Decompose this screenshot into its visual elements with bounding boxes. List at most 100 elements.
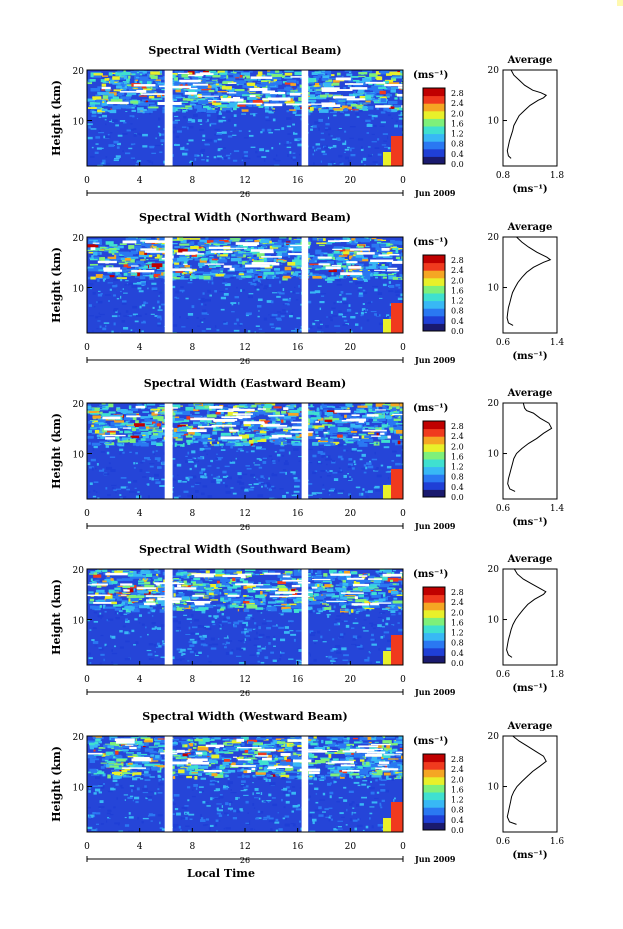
heatmap-cell xyxy=(197,98,207,102)
x-tick-label: 20 xyxy=(345,176,357,186)
heatmap-cell xyxy=(252,434,262,437)
heatmap-cell xyxy=(173,593,176,597)
heatmap-cell xyxy=(189,161,192,164)
heatmap-cell xyxy=(93,481,99,483)
heatmap-cell xyxy=(145,70,153,73)
heatmap-cell xyxy=(123,75,127,80)
heatmap-cell xyxy=(353,270,362,274)
heatmap-cell xyxy=(275,328,282,331)
heatmap-cell xyxy=(194,412,200,414)
heatmap-cell xyxy=(402,607,403,611)
heatmap-cell xyxy=(395,462,401,466)
heatmap-cell xyxy=(150,104,157,107)
heatmap-cell xyxy=(291,247,302,252)
heatmap-cell xyxy=(183,490,189,493)
heatmap-cell xyxy=(222,470,227,474)
heatmap-cell xyxy=(344,113,350,117)
colorbar-unit: (ms⁻¹) xyxy=(413,70,448,81)
heatmap-cell xyxy=(308,435,318,440)
heatmap-cell xyxy=(192,270,197,274)
colorbar-tick-label: 0.0 xyxy=(451,327,464,336)
heatmap-cell xyxy=(280,312,287,315)
heatmap-cell xyxy=(143,439,152,441)
heatmap-cell xyxy=(253,462,255,464)
heatmap-cell xyxy=(188,476,193,479)
heatmap-cell xyxy=(362,77,368,82)
heatmap-cell xyxy=(112,76,120,80)
missing-data xyxy=(168,268,192,271)
heatmap-cell xyxy=(91,432,96,435)
colorbar-swatch xyxy=(423,443,445,452)
heatmap-cell xyxy=(329,470,333,472)
average-profile-line xyxy=(507,402,553,492)
heatmap-cell xyxy=(90,73,94,78)
heatmap-cell xyxy=(121,422,129,425)
heatmap-cell xyxy=(269,428,273,431)
heatmap-cell xyxy=(319,442,328,445)
x-tick-label: 20 xyxy=(345,343,357,353)
heatmap-cell xyxy=(384,87,390,90)
heatmap-cell xyxy=(281,606,291,610)
heatmap-cell xyxy=(319,262,329,264)
heatmap-cell xyxy=(157,324,163,327)
heatmap-cell xyxy=(352,256,358,259)
heatmap-cell xyxy=(309,417,317,422)
heatmap-cell xyxy=(87,268,99,272)
x-tick-label: 20 xyxy=(345,509,357,519)
heatmap-cell xyxy=(192,73,198,76)
heatmap-cell xyxy=(212,244,220,248)
heatmap-cell xyxy=(91,467,94,471)
heatmap-cell xyxy=(294,442,299,444)
heatmap-cell xyxy=(402,403,403,407)
heatmap-cell xyxy=(98,92,109,95)
heatmap-cell xyxy=(130,128,134,131)
heatmap-cell xyxy=(255,573,260,576)
heatmap-cell xyxy=(178,593,185,595)
heatmap-cell xyxy=(249,257,257,261)
heatmap-cell xyxy=(383,593,386,597)
heatmap-cell xyxy=(260,420,270,423)
heatmap-cell xyxy=(154,79,161,83)
heatmap-cell xyxy=(326,455,329,458)
heatmap-cell xyxy=(239,482,245,485)
heatmap-cell xyxy=(216,427,222,429)
heatmap-cell xyxy=(359,264,364,268)
heatmap-cell xyxy=(105,445,109,448)
heatmap-cell xyxy=(243,150,249,154)
heatmap-cell xyxy=(158,275,160,277)
heatmap-cell xyxy=(116,142,121,146)
heatmap-cell xyxy=(383,403,393,406)
heatmap-cell xyxy=(342,312,348,314)
missing-data xyxy=(327,240,350,242)
heatmap-cell xyxy=(136,403,142,406)
heatmap-cell xyxy=(248,281,253,284)
heatmap-cell xyxy=(123,326,129,330)
heatmap-cell xyxy=(321,585,326,589)
heatmap-cell xyxy=(269,245,279,250)
heatmap-cell xyxy=(340,609,346,611)
heatmap-cell xyxy=(116,277,127,280)
heatmap-cell xyxy=(317,74,324,76)
heatmap-cell xyxy=(239,92,243,96)
heatmap-cell xyxy=(250,473,256,477)
heatmap-cell xyxy=(319,497,322,499)
heatmap-cell xyxy=(174,443,185,447)
heatmap-cell xyxy=(274,164,280,166)
heatmap-cell xyxy=(163,419,166,423)
heatmap-cell xyxy=(120,83,124,86)
heatmap-cell xyxy=(218,119,223,123)
heatmap-cell xyxy=(358,433,367,436)
heatmap-cell xyxy=(226,475,229,478)
heatmap-cell xyxy=(97,164,104,166)
heatmap-cell xyxy=(314,269,320,271)
heatmap-cell xyxy=(111,591,119,593)
heatmap-cell xyxy=(281,609,292,613)
heatmap-cell xyxy=(194,457,197,460)
heatmap-cell xyxy=(294,257,300,261)
heatmap-cell xyxy=(365,466,368,470)
heatmap-cell xyxy=(139,91,143,95)
heatmap-cell xyxy=(284,100,295,104)
heatmap-cell xyxy=(349,460,355,462)
heatmap-cell xyxy=(366,462,372,465)
heatmap-cell xyxy=(257,78,261,81)
